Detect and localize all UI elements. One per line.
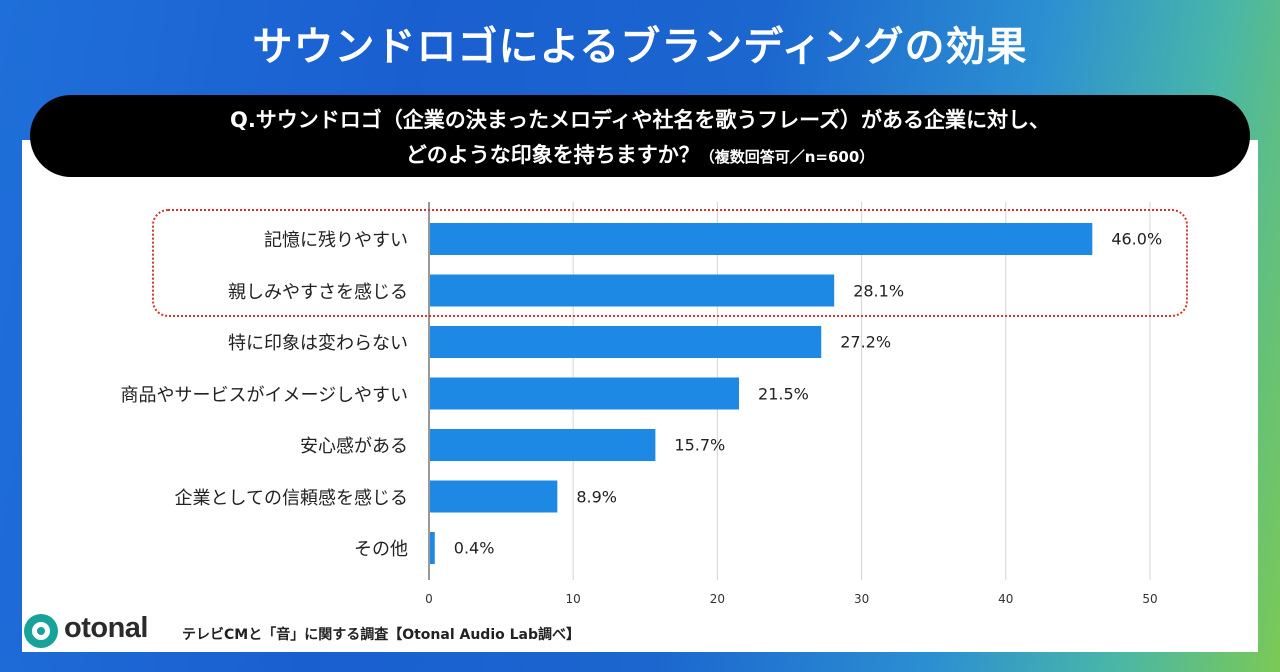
- bar: [430, 429, 656, 461]
- highlight-box: [152, 209, 1188, 317]
- bar: [430, 532, 435, 564]
- question-line-2: どのような印象を持ちますか？（複数回答可／n=600）: [30, 139, 1250, 169]
- value-label: 28.1%: [853, 281, 905, 300]
- bar: [430, 274, 835, 307]
- value-label: 8.9%: [576, 487, 617, 506]
- value-label: 46.0%: [1111, 229, 1163, 249]
- category-label: 特に印象は変わらない: [228, 333, 408, 354]
- category-label: 商品やサービスがイメージしやすい: [120, 384, 408, 406]
- otonal-logo-icon: [24, 614, 58, 648]
- main-title: サウンドロゴによるブランディングの効果: [252, 24, 1028, 70]
- value-label: 15.7%: [674, 435, 726, 455]
- category-label: その他: [354, 539, 408, 560]
- x-tick-label: 0: [425, 592, 433, 606]
- question-line-1: Q.サウンドロゴ（企業の決まったメロディや社名を歌うフレーズ）がある企業に対し、: [229, 108, 1051, 132]
- value-label: 0.4%: [453, 538, 495, 558]
- category-label: 親しみやすさを感じる: [228, 281, 408, 303]
- category-label: 企業としての信頼感を感じる: [174, 487, 408, 509]
- x-tick-label: 50: [1142, 592, 1158, 606]
- question-banner: Q.サウンドロゴ（企業の決まったメロディや社名を歌うフレーズ）がある企業に対し、…: [30, 95, 1250, 177]
- source-note: テレビCMと「音」に関する調査【Otonal Audio Lab調べ】: [182, 627, 581, 643]
- category-label: 記憶に残りやすい: [264, 230, 408, 251]
- logo-text: otonal: [64, 612, 149, 644]
- x-tick-label: 10: [565, 592, 581, 606]
- bar: [430, 377, 740, 410]
- bar: [430, 480, 558, 513]
- bar: [430, 326, 822, 358]
- otonal-logo: otonal: [24, 612, 164, 650]
- value-label: 21.5%: [758, 384, 809, 403]
- category-label: 安心感がある: [300, 436, 408, 457]
- x-tick-label: 30: [853, 592, 870, 606]
- bar: [430, 223, 1093, 255]
- x-tick-label: 20: [709, 592, 726, 606]
- question-note: （複数回答可／n=600）: [699, 148, 875, 166]
- value-label: 27.2%: [840, 332, 892, 352]
- question-text: どのような印象を持ちますか？: [405, 143, 700, 167]
- x-tick-label: 40: [998, 592, 1014, 606]
